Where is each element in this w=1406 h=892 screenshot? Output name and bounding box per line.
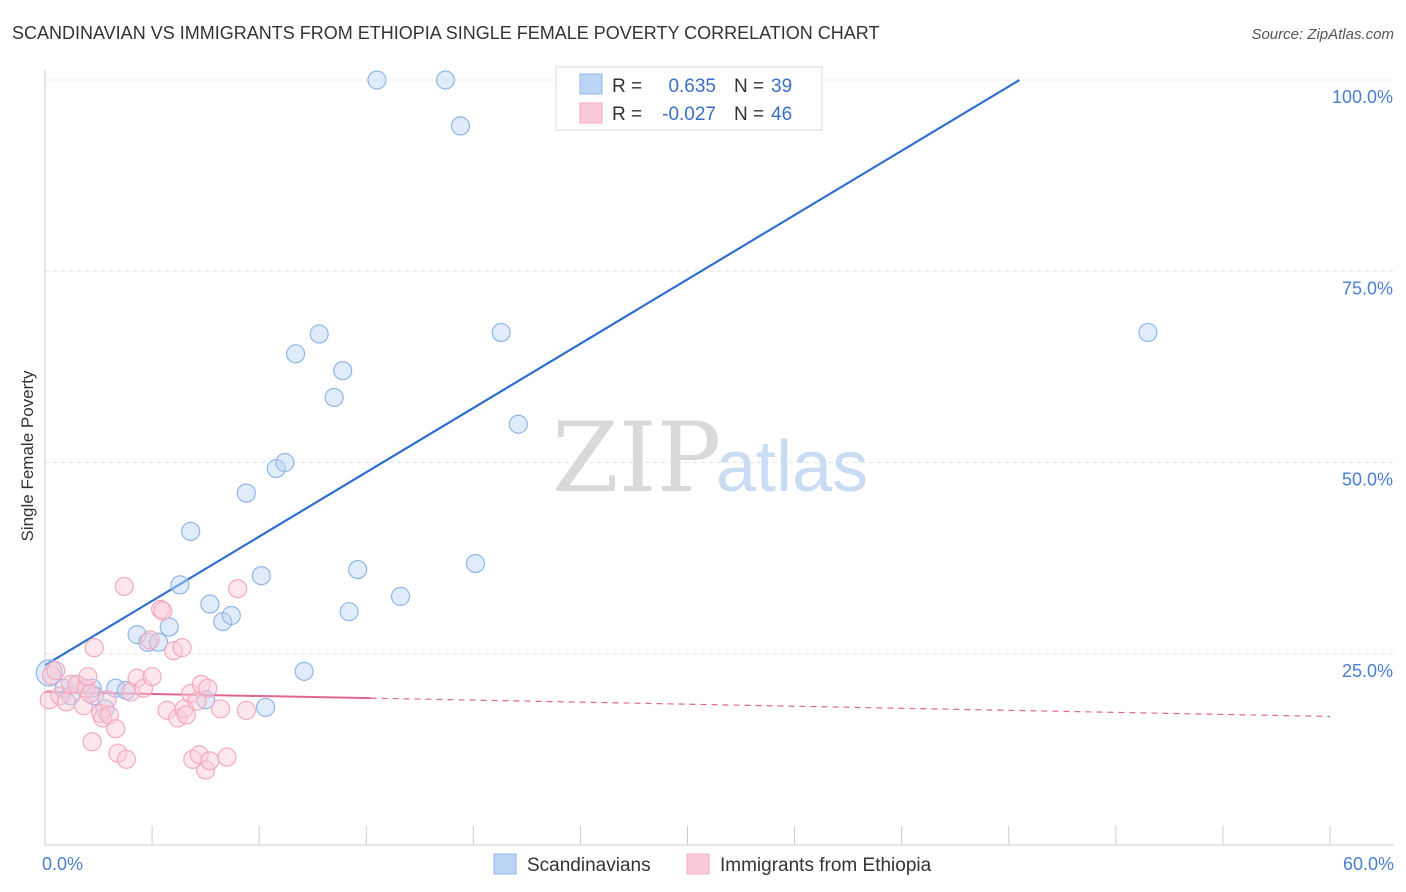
ethiopia-point: [196, 760, 216, 780]
ethiopia-point: [142, 667, 162, 687]
scandinavian-point: [491, 322, 511, 343]
y-tick-label-50: 50.0%: [1342, 470, 1393, 490]
ethiopia-point: [176, 705, 196, 725]
y-axis-tick-labels: 25.0% 50.0% 75.0% 100.0%: [1332, 87, 1393, 681]
scandinavian-point: [285, 344, 306, 364]
ethiopia-point: [211, 699, 231, 719]
watermark: ZIP atlas: [552, 402, 868, 514]
scandinavian-point: [465, 553, 486, 574]
ethiopia-point: [236, 700, 256, 720]
series-legend-swatch-ethiopia: [686, 853, 710, 875]
y-tick-label-100: 100.0%: [1332, 87, 1393, 107]
legend-swatch-pink: [579, 102, 603, 124]
ethiopia-point: [61, 674, 81, 694]
scandinavian-point: [200, 594, 220, 614]
scandinavian-point: [170, 575, 190, 595]
ethiopia-point: [106, 719, 126, 739]
scandinavian-point: [294, 661, 314, 681]
scandinavian-point: [435, 70, 456, 90]
scandinavian-point: [324, 387, 344, 408]
ethiopia-point: [217, 747, 237, 767]
ethiopia-point: [200, 751, 220, 771]
ethiopia-point: [78, 667, 98, 687]
chart-title: SCANDINAVIAN VS IMMIGRANTS FROM ETHIOPIA…: [12, 23, 879, 43]
scandinavian-point: [236, 483, 256, 503]
legend-r-label-1: R =: [612, 76, 642, 97]
scandinavian-point: [450, 116, 471, 136]
ethiopia-point: [172, 638, 192, 658]
ethiopia-point: [127, 668, 147, 688]
scandinavian-point: [127, 625, 147, 645]
stats-legend: R = 0.635 N = 39 R = -0.027 N = 46: [555, 66, 823, 131]
series-legend-label-scandinavians: Scandinavians: [527, 855, 651, 876]
trend-line-scandinavians-segment: [44, 79, 1021, 667]
ethiopia-point: [114, 576, 134, 597]
scandinavian-point: [309, 324, 329, 344]
x-axis-ticks: [151, 826, 1331, 845]
scandinavian-point: [390, 586, 411, 606]
watermark-atlas: atlas: [716, 427, 868, 507]
legend-n-label-2: N =: [734, 104, 764, 125]
ethiopia-point: [198, 678, 218, 698]
ethiopia-point: [97, 690, 117, 710]
scandinavian-point: [251, 566, 271, 586]
scandinavian-point: [275, 452, 295, 473]
points-scandinavians: [35, 70, 1158, 719]
y-tick-label-25: 25.0%: [1342, 661, 1393, 681]
scandinavian-point: [367, 70, 387, 90]
legend-n-value-2: 46: [771, 104, 792, 125]
legend-r-value-1: 0.635: [668, 76, 716, 97]
x-tick-label-min: 0.0%: [42, 854, 83, 874]
ethiopia-point: [84, 638, 104, 658]
ethiopia-point: [157, 700, 177, 720]
series-legend: Scandinavians Immigrants from Ethiopia: [493, 853, 932, 876]
legend-r-value-2: -0.027: [662, 104, 716, 125]
scandinavian-point: [255, 697, 276, 717]
scandinavian-point: [221, 605, 241, 626]
scandinavian-point: [508, 414, 528, 434]
y-axis-label: Single Female Poverty: [18, 370, 37, 542]
x-tick-label-max: 60.0%: [1343, 854, 1394, 874]
series-legend-label-ethiopia: Immigrants from Ethiopia: [720, 855, 932, 876]
trend-line-scandinavians: [44, 79, 1021, 667]
legend-r-label-2: R =: [612, 104, 642, 125]
scandinavian-point: [339, 602, 359, 622]
ethiopia-point: [228, 579, 248, 599]
series-legend-swatch-scandinavians: [493, 853, 517, 875]
ethiopia-point: [140, 630, 160, 650]
y-tick-label-75: 75.0%: [1342, 278, 1393, 298]
legend-swatch-blue: [579, 73, 603, 95]
scandinavian-point: [348, 559, 368, 580]
scandinavian-point: [181, 521, 201, 541]
ethiopia-point: [82, 732, 102, 752]
scandinavian-point: [1138, 322, 1158, 343]
ethiopia-point: [153, 601, 173, 621]
ethiopia-point: [56, 692, 77, 712]
chart-source: Source: ZipAtlas.com: [1251, 26, 1394, 43]
scandinavian-point: [333, 361, 353, 381]
ethiopia-point: [80, 683, 100, 704]
legend-n-value-1: 39: [771, 76, 792, 97]
legend-n-label-1: N =: [734, 76, 764, 97]
scandinavian-point: [159, 617, 179, 637]
points-ethiopia: [39, 576, 256, 780]
ethiopia-point: [46, 660, 66, 681]
trend-line-ethiopia-dashed: [370, 697, 1331, 718]
ethiopia-point: [116, 749, 136, 769]
watermark-zip: ZIP: [552, 402, 721, 514]
grid-lines: [45, 79, 1394, 655]
